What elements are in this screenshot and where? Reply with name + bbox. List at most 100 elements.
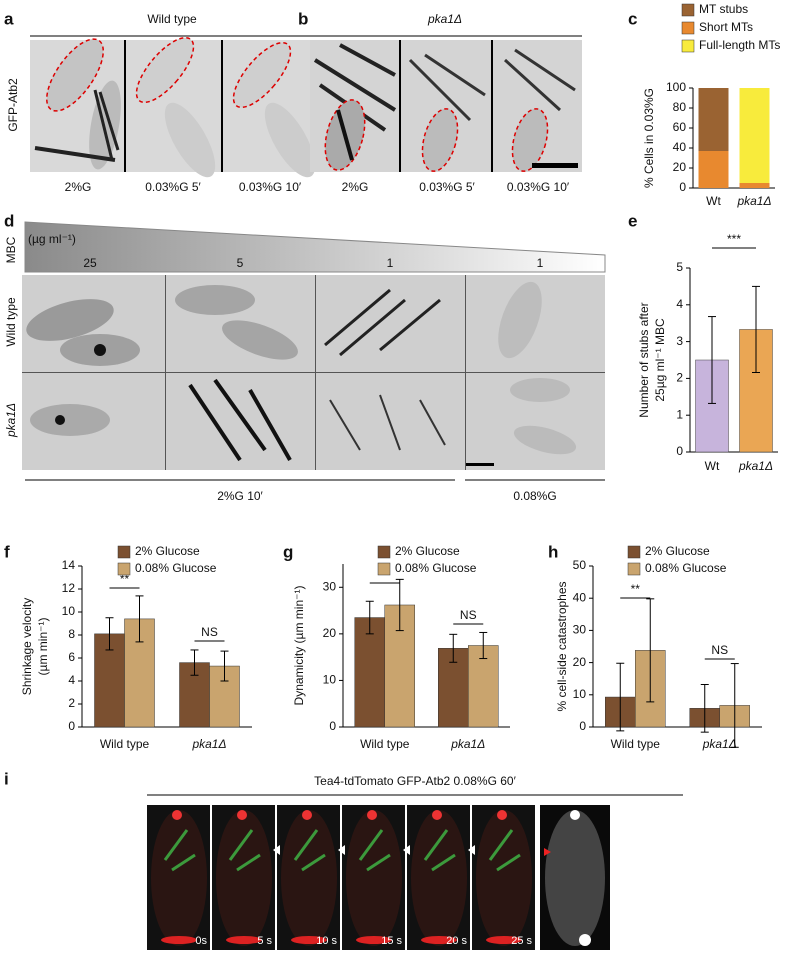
panel-label: e	[628, 211, 637, 230]
y-tick-label: 20	[673, 160, 687, 174]
y-tick-label: 0	[329, 719, 336, 733]
significance-label: **	[631, 582, 641, 596]
image-caption: 0.03%G 5′	[145, 180, 201, 194]
y-axis-label: (µm min⁻¹)	[36, 618, 50, 676]
bar	[354, 617, 385, 728]
panel-label: f	[4, 542, 10, 561]
y-tick-label: 14	[62, 558, 76, 572]
time-label: 25 s	[511, 935, 532, 947]
cell	[216, 810, 272, 946]
y-tick-label: 0	[68, 719, 75, 733]
y-tick-label: 4	[68, 673, 75, 687]
legend-label: 0.08% Glucose	[135, 561, 217, 575]
bar-segment	[739, 183, 770, 188]
y-tick-label: 20	[323, 626, 337, 640]
unit-label: (µg ml⁻¹)	[28, 232, 76, 246]
panel-label: g	[283, 542, 293, 561]
tip	[356, 936, 392, 944]
concentration: 1	[387, 256, 394, 270]
y-tick-label: 1	[676, 407, 683, 421]
y-axis-label: Shrinkage velocity	[20, 598, 34, 695]
panel-label: c	[628, 9, 637, 28]
micrograph	[310, 40, 582, 172]
micrograph	[22, 275, 605, 470]
y-axis-label: % cell-side catastrophes	[555, 581, 569, 711]
legend-swatch	[377, 562, 391, 576]
x-tick-label: Wild type	[100, 737, 150, 751]
bar-segment	[739, 88, 770, 183]
y-tick-label: 80	[673, 100, 687, 114]
arrowhead	[403, 845, 410, 855]
legend-swatch	[681, 3, 695, 17]
x-tick-label: Wt	[705, 459, 720, 473]
cell	[151, 810, 207, 946]
x-tick-label: Wild type	[360, 737, 410, 751]
y-tick-label: 10	[62, 604, 76, 618]
significance-label: NS	[460, 608, 477, 622]
row-label: Wild type	[4, 297, 18, 347]
significance-label: NS	[201, 625, 218, 639]
x-tick-label: Wild type	[611, 737, 661, 751]
micrograph	[30, 36, 318, 178]
movie-frames: 0s 5 s 10 s 15 s 20 s 25 s	[147, 805, 535, 950]
time-label: 20 s	[446, 935, 467, 947]
legend-label: Full-length MTs	[699, 38, 780, 52]
tip	[421, 936, 457, 944]
y-tick-label: 0	[676, 444, 683, 458]
y-tick-label: 20	[573, 655, 587, 669]
microtubule	[293, 829, 326, 872]
bar	[468, 645, 499, 728]
cell	[411, 810, 467, 946]
y-tick-label: 2	[676, 371, 683, 385]
drug-label: MBC	[4, 236, 18, 263]
y-tick-label: 40	[673, 140, 687, 154]
y-tick-label: 2	[68, 696, 75, 710]
significance-label: NS	[711, 643, 728, 657]
tip	[237, 810, 247, 820]
y-tick-label: 100	[666, 80, 686, 94]
significance-label: **	[120, 572, 130, 586]
panel-title: Tea4-tdTomato GFP-Atb2 0.08%G 60′	[314, 774, 516, 788]
y-tick-label: 10	[573, 687, 587, 701]
legend-label: Short MTs	[699, 20, 753, 34]
x-tick-label: Wt	[706, 194, 721, 208]
y-tick-label: 3	[676, 334, 683, 348]
microtubule	[163, 829, 196, 872]
x-tick-label: pka1Δ	[191, 737, 226, 751]
legend-swatch	[377, 545, 391, 559]
image-caption: 2%G	[342, 180, 369, 194]
y-tick-label: 10	[323, 673, 337, 687]
panel-title: Wild type	[147, 12, 197, 26]
panel-label: b	[298, 9, 308, 28]
cell	[346, 810, 402, 946]
x-tick-label: pka1Δ	[702, 737, 737, 751]
y-tick-label: 4	[676, 297, 683, 311]
y-tick-label: 8	[68, 627, 75, 641]
y-axis-label: 25µg ml⁻¹ MBC	[653, 318, 667, 402]
legend-swatch	[117, 545, 131, 559]
legend-label: 2% Glucose	[135, 544, 200, 558]
image-caption: 0.03%G 5′	[419, 180, 475, 194]
y-axis-label: % Cells in 0.03%G	[642, 88, 656, 188]
legend-swatch	[117, 562, 131, 576]
legend-label: 0.08% Glucose	[645, 561, 727, 575]
y-axis-label: Dynamicity (µm min⁻¹)	[292, 586, 306, 706]
tip	[497, 810, 507, 820]
legend-swatch	[627, 562, 641, 576]
tip	[172, 810, 182, 820]
image-caption: 2%G	[65, 180, 92, 194]
legend-label: MT stubs	[699, 2, 748, 16]
cell	[281, 810, 337, 946]
arrowhead	[273, 845, 280, 855]
panel-label: i	[4, 769, 9, 788]
concentration: 25	[83, 256, 97, 270]
significance-label: ***	[727, 232, 741, 246]
condition-label: 0.08%G	[513, 489, 556, 503]
time-label: 15 s	[381, 935, 402, 947]
image-caption: 0.03%G 10′	[507, 180, 570, 194]
tip	[432, 810, 442, 820]
row-label: pka1Δ	[4, 403, 18, 438]
bar-segment	[698, 88, 729, 151]
microtubule	[358, 829, 391, 872]
cell	[476, 810, 532, 946]
